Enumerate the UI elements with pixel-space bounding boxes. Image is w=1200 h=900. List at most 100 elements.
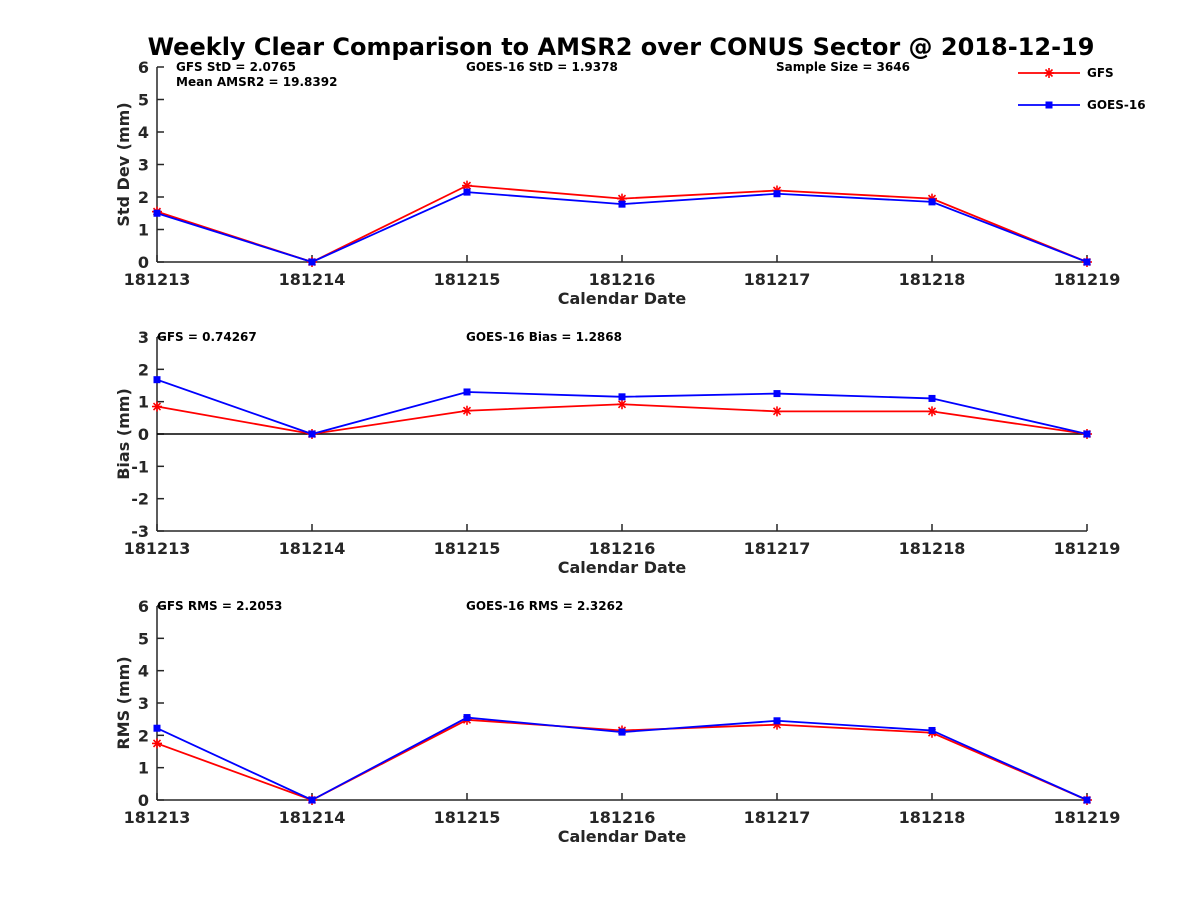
- data-point: [772, 406, 782, 417]
- x-tick-label: 181216: [589, 539, 656, 558]
- x-tick-label: 181219: [1054, 270, 1121, 289]
- panel-2: -3 -2 -1 0 1 2 3 181213 181214 181215 181216 181217…: [114, 328, 1120, 577]
- series-gfs: [152, 399, 1092, 439]
- annotation-gfs-bias: GFS = 0.74267: [157, 330, 257, 344]
- x-tick-label: 181218: [899, 539, 966, 558]
- data-point: [773, 717, 781, 725]
- x-tick-label: 181213: [124, 808, 191, 827]
- annotation-goes-bias: GOES-16 Bias = 1.2868: [466, 330, 622, 344]
- data-point: [1083, 430, 1091, 438]
- data-point: [618, 728, 626, 736]
- x-tick-label: 181218: [899, 270, 966, 289]
- data-point: [308, 258, 316, 266]
- x-tick-label: 181216: [589, 808, 656, 827]
- legend-item-gfs: GFS: [1018, 66, 1114, 80]
- chart-title: Weekly Clear Comparison to AMSR2 over CO…: [148, 33, 1095, 61]
- data-point: [773, 190, 781, 198]
- y-tick-label: -2: [131, 490, 149, 509]
- data-point: [928, 394, 936, 402]
- panel-3: 0 1 2 3 4 5 6 181213 181214 181215 181216 181217 181…: [114, 597, 1120, 846]
- x-tick-label: 181219: [1054, 539, 1121, 558]
- x-tick-label: 181215: [434, 808, 501, 827]
- y-axis-label: Std Dev (mm): [114, 102, 133, 226]
- data-point: [463, 388, 471, 396]
- annotation-goes-std: GOES-16 StD = 1.9378: [466, 60, 618, 74]
- data-point: [308, 430, 316, 438]
- panel-1: 0 1 2 3 4 5 6 181213 181214 181215 181216 181217 181…: [114, 58, 1120, 308]
- series-gfs: [152, 180, 1092, 267]
- y-tick-label: 0: [138, 253, 149, 272]
- x-axis-label: Calendar Date: [558, 827, 687, 846]
- x-tick-label: 181214: [279, 270, 346, 289]
- data-point: [308, 796, 316, 804]
- series-goes-16: [153, 714, 1091, 804]
- annotation-mean-amsr2: Mean AMSR2 = 19.8392: [176, 75, 337, 89]
- x-tick-label: 181215: [434, 270, 501, 289]
- data-point: [1083, 258, 1091, 266]
- x-tick-label: 181216: [589, 270, 656, 289]
- y-tick-label: 5: [138, 629, 149, 648]
- annotation-sample-size: Sample Size = 3646: [776, 60, 910, 74]
- data-point: [1083, 796, 1091, 804]
- data-point: [928, 726, 936, 734]
- data-point: [153, 724, 161, 732]
- x-tick-label: 181217: [744, 808, 811, 827]
- y-tick-label: -3: [131, 522, 149, 541]
- data-point: [618, 200, 626, 208]
- data-point: [152, 738, 162, 749]
- y-tick-label: 4: [138, 662, 149, 681]
- data-point: [617, 399, 627, 410]
- data-point: [927, 406, 937, 417]
- legend-marker: [1045, 101, 1053, 109]
- y-tick-label: 1: [138, 221, 149, 240]
- y-tick-label: 1: [138, 759, 149, 778]
- x-tick-label: 181213: [124, 270, 191, 289]
- data-point: [928, 198, 936, 206]
- y-tick-label: 2: [138, 726, 149, 745]
- x-tick-label: 181217: [744, 539, 811, 558]
- x-tick-label: 181218: [899, 808, 966, 827]
- y-tick-label: -1: [131, 457, 149, 476]
- series-goes-16: [153, 188, 1091, 266]
- x-tick-label: 181217: [744, 270, 811, 289]
- x-tick-label: 181214: [279, 539, 346, 558]
- legend-label: GOES-16: [1087, 98, 1146, 112]
- y-tick-label: 2: [138, 360, 149, 379]
- data-point: [153, 376, 161, 384]
- data-point: [463, 188, 471, 196]
- annotation-gfs-rms: GFS RMS = 2.2053: [157, 599, 282, 613]
- data-point: [463, 714, 471, 722]
- annotation-gfs-std: GFS StD = 2.0765: [176, 60, 296, 74]
- x-axis-label: Calendar Date: [558, 289, 687, 308]
- x-tick-label: 181215: [434, 539, 501, 558]
- legend-item-goes-16: GOES-16: [1018, 98, 1146, 112]
- y-tick-label: 3: [138, 156, 149, 175]
- data-point: [618, 393, 626, 401]
- y-tick-label: 6: [138, 597, 149, 616]
- data-point: [153, 209, 161, 217]
- y-tick-label: 1: [138, 393, 149, 412]
- y-tick-label: 6: [138, 58, 149, 77]
- legend: GFS GOES-16: [1018, 66, 1146, 112]
- y-tick-label: 3: [138, 694, 149, 713]
- y-tick-label: 0: [138, 791, 149, 810]
- data-point: [773, 390, 781, 398]
- y-tick-label: 2: [138, 188, 149, 207]
- data-point: [152, 401, 162, 412]
- x-tick-label: 181219: [1054, 808, 1121, 827]
- y-tick-label: 0: [138, 425, 149, 444]
- series-goes-16: [153, 376, 1091, 438]
- legend-marker: [1044, 68, 1054, 78]
- legend-label: GFS: [1087, 66, 1114, 80]
- y-axis-label: Bias (mm): [114, 388, 133, 480]
- x-axis-label: Calendar Date: [558, 558, 687, 577]
- y-tick-label: 3: [138, 328, 149, 347]
- y-axis-label: RMS (mm): [114, 656, 133, 749]
- panels: 0 1 2 3 4 5 6 181213 181214 181215 181216 181217 181…: [114, 58, 1120, 846]
- x-tick-label: 181214: [279, 808, 346, 827]
- data-point: [462, 405, 472, 416]
- x-tick-label: 181213: [124, 539, 191, 558]
- y-tick-label: 4: [138, 123, 149, 142]
- y-tick-label: 5: [138, 91, 149, 110]
